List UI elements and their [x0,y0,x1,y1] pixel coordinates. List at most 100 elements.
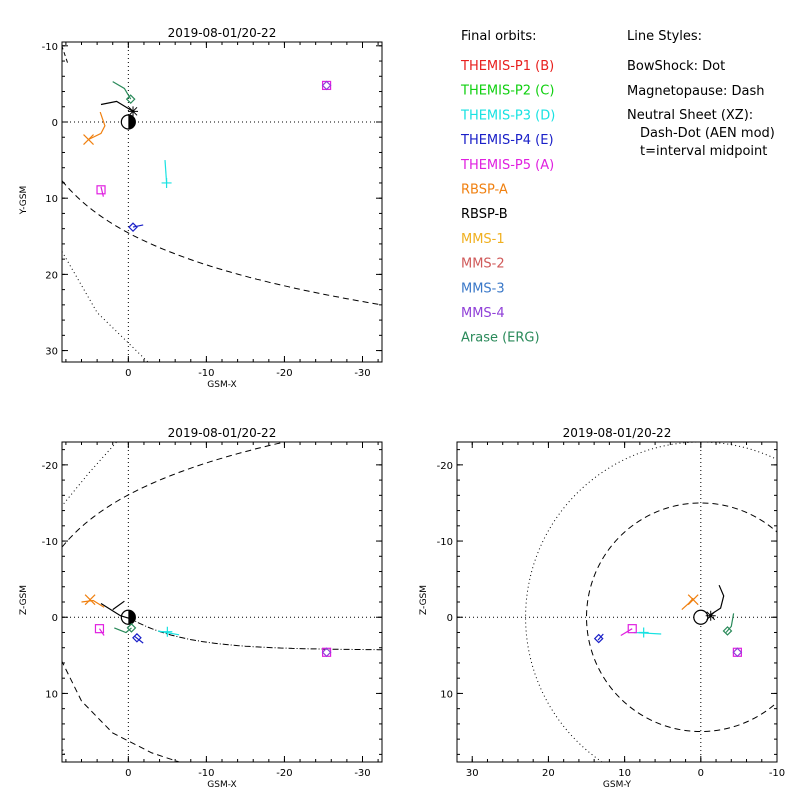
legend-item-mms-1: MMS-1 [461,232,505,247]
spacecraft-marker-diamond [722,626,733,636]
x-tick-label: 20 [542,768,555,779]
spacecraft-marker-diamond [732,647,743,658]
y-tick-label: 10 [440,689,453,700]
spacecraft-marker-x [83,134,94,145]
x-tick-label: 0 [698,768,704,779]
orbit-track [112,600,125,611]
legend-item-arase-erg: Arase (ERG) [461,331,540,346]
panel-xz-ylabel: Z-GSM [19,585,29,615]
spacecraft-marker-plus [638,627,649,638]
spacecraft-marker-diamond [321,647,332,658]
orbit-track [709,584,725,616]
plot-frame [61,441,383,763]
orbit-track [681,597,694,611]
y-tick-label: 0 [52,613,58,624]
y-tick-label: 0 [52,118,58,129]
panel-xy-ylabel: Y-GSM [19,186,29,215]
x-tick-label: -10 [198,768,214,779]
plot-area [62,44,382,362]
spacecraft-marker-star [128,106,139,117]
spacecraft-marker-diamond [126,623,137,633]
bowshock-line [525,442,777,762]
spacecraft-marker-diamond [125,94,136,104]
bowshock-line [62,442,117,507]
orbit-track [157,630,180,636]
y-tick-label: 10 [45,689,58,700]
spacecraft-marker-square [96,185,106,195]
orbit-track [88,111,106,141]
legend: Final orbits: THEMIS-P1 (B) THEMIS-P2 (C)… [460,29,775,346]
y-tick-label: -20 [42,461,58,472]
legend-item-mms-3: MMS-3 [461,281,505,296]
magnetopause-line [62,660,181,762]
spacecraft-marker-square [94,624,105,634]
plot-frame [61,41,383,363]
orbit-track [112,81,132,100]
earth-night-side [128,610,136,625]
legend-item-themis-p2-c: THEMIS-P2 (C) [460,84,554,99]
spacecraft-marker-plus [161,177,172,188]
orbit-track [81,599,105,608]
magnetopause-line [62,180,382,306]
spacecraft-marker-plus [162,626,173,637]
plot-area [525,442,777,762]
spacecraft-marker-square [627,624,637,634]
legend-item-rbsp-a: RBSP-A [461,183,508,198]
y-tick-label: 20 [45,270,58,281]
legend-item-mms-2: MMS-2 [461,257,505,272]
spacecraft-marker-x [84,594,96,606]
orbit-track [100,602,134,621]
panel-yz-title: 2019-08-01/20-22 [563,426,672,440]
line-style-neutral-sheet-time: t=interval midpoint [640,144,767,159]
spacecraft-marker-diamond [321,80,332,91]
plot-area [62,442,382,762]
line-styles-heading: Line Styles: [627,29,702,44]
spacecraft-marker-x [687,594,699,606]
y-tick-label: -10 [42,537,58,548]
line-style-bowshock: BowShock: Dot [627,59,725,74]
line-style-neutral-sheet: Neutral Sheet (XZ): [627,108,753,123]
earth-icon [693,609,709,625]
y-tick-label: 30 [45,347,58,358]
orbit-track [620,628,633,637]
plot-frame [456,441,778,763]
panel-xy: 2019-08-01/20-22 GSM-X Y-GSM 0 -10 -20 -30 -… [19,26,383,390]
x-tick-label: -30 [354,368,370,379]
spacecraft-marker-diamond [128,222,138,232]
bowshock-line [62,251,149,362]
spacecraft-marker-diamond [593,633,604,644]
y-tick-label: -10 [437,537,453,548]
line-style-neutral-sheet-model: Dash-Dot (AEN mod) [640,126,775,141]
spacecraft-marker-star [705,610,716,621]
legend-item-themis-p3-d: THEMIS-P3 (D) [460,108,555,123]
legend-item-themis-p4-e: THEMIS-P4 (E) [460,133,554,148]
orbit-track [100,186,104,197]
panel-xy-xlabel: GSM-X [207,380,236,390]
legend-item-mms-4: MMS-4 [461,306,505,321]
magnetopause-line [62,442,287,548]
x-tick-label: -20 [276,768,292,779]
spacecraft-marker-square [321,80,332,91]
panel-yz: 2019-08-01/20-22 GSM-Y Z-GSM 30 20 10 0 -10 -… [419,426,785,790]
x-tick-label: 30 [466,768,479,779]
panel-yz-ylabel: Z-GSM [419,585,429,615]
x-tick-label: 0 [125,768,131,779]
panel-xz: 2019-08-01/20-22 GSM-X Z-GSM 0 -10 -20 -30 -… [19,426,383,790]
orbit-track [132,224,144,228]
y-tick-label: -20 [437,461,453,472]
orbit-track [100,100,134,112]
x-tick-label: -10 [769,768,785,779]
spacecraft-marker-square [732,647,742,657]
line-style-magnetopause: Magnetopause: Dash [627,84,764,99]
x-tick-label: 10 [618,768,631,779]
legend-item-themis-p5-a: THEMIS-P5 (A) [460,158,554,173]
legend-item-themis-p1-b: THEMIS-P1 (B) [460,59,554,74]
panel-xz-xlabel: GSM-X [207,780,236,790]
panel-xy-title: 2019-08-01/20-22 [168,26,277,40]
y-tick-label: 10 [45,194,58,205]
x-tick-label: 0 [125,368,131,379]
legend-heading: Final orbits: [461,29,537,44]
x-tick-label: -20 [276,368,292,379]
x-tick-label: -30 [354,768,370,779]
